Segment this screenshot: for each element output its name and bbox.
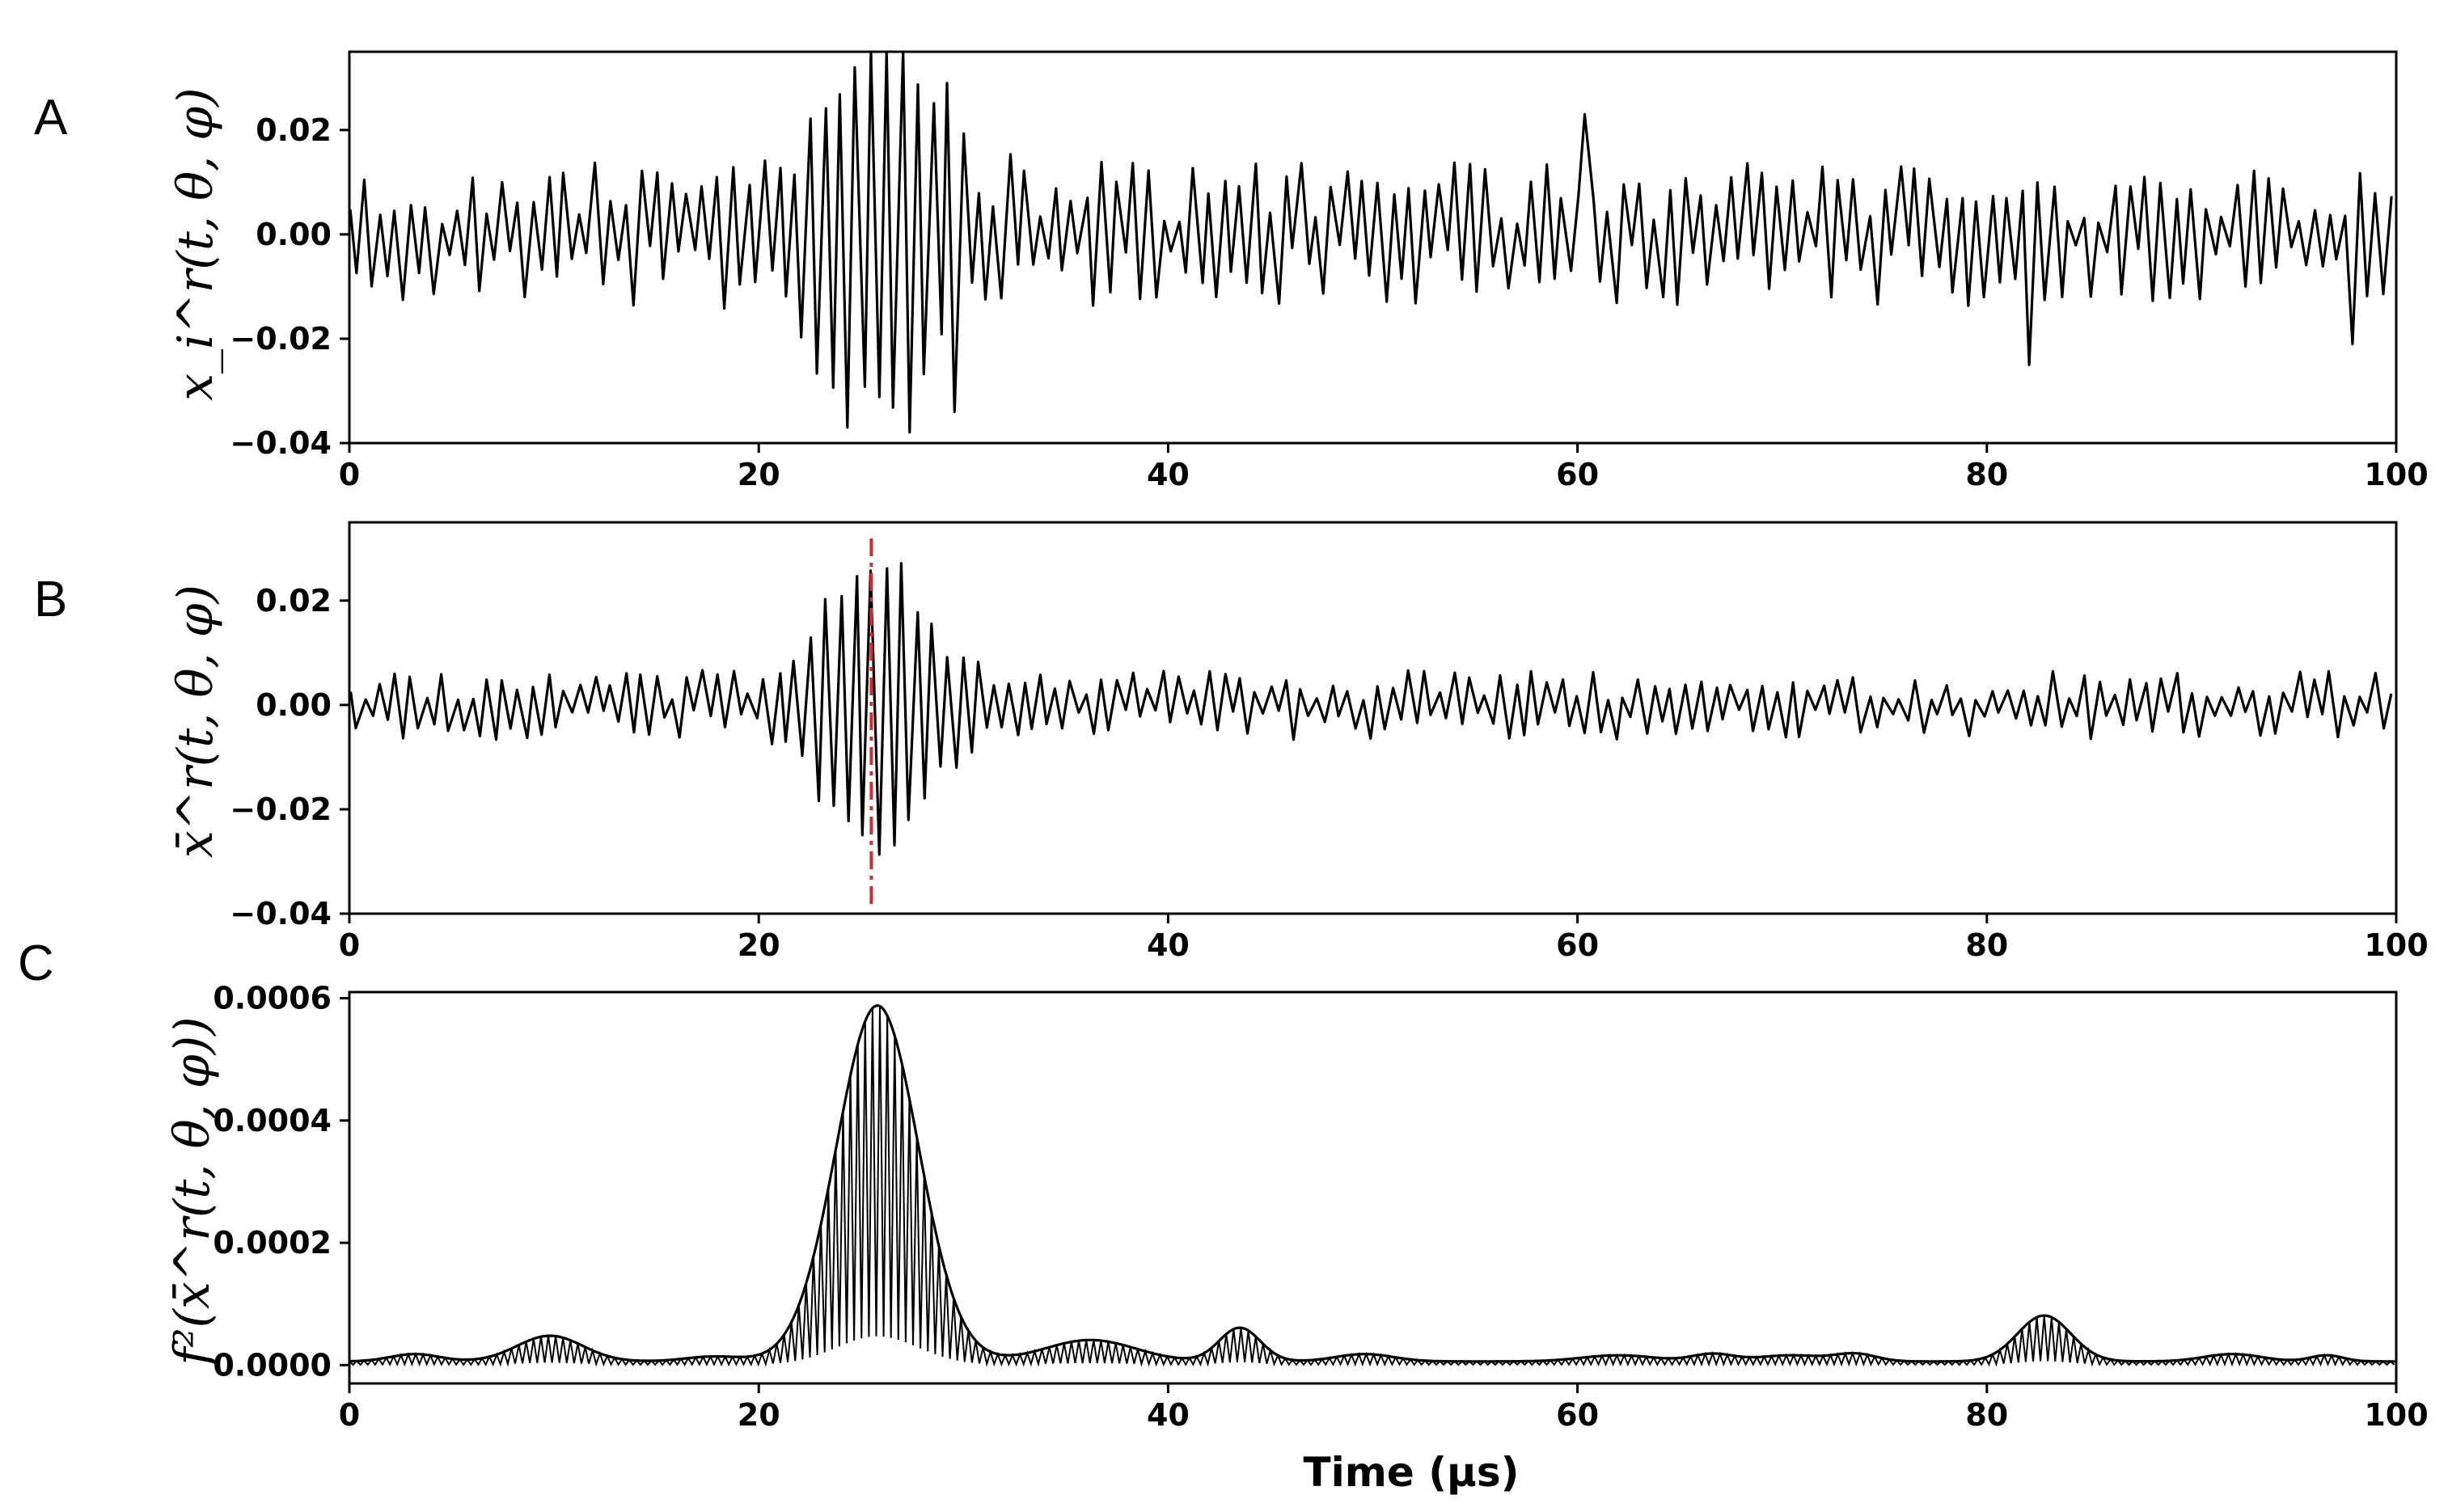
- panel-a-plot-area: 0 20 40 60 80 100 0.02 0.00 −0.02 −0.04: [230, 50, 2429, 492]
- panel-b-xtick-label: 20: [738, 927, 780, 963]
- panel-a-ytick-label: 0.02: [256, 112, 332, 148]
- panel-b-ytick-label: −0.02: [230, 792, 332, 827]
- panel-c-axes-frame: [348, 990, 2398, 1385]
- panel-a-letter: A: [34, 90, 68, 146]
- panel-b-axes-frame: [348, 521, 2398, 915]
- panel-b-ytick-label: −0.04: [230, 896, 332, 931]
- panel-c-ytick-label: 0.0006: [213, 981, 332, 1016]
- panel-c-xtick-label: 60: [1556, 1397, 1599, 1433]
- panel-c-xtick-label: 100: [2364, 1397, 2428, 1433]
- panel-a-xtick-label: 100: [2364, 457, 2428, 492]
- panel-c-envelope-outline: [349, 1004, 2396, 1363]
- panel-a-xtick-label: 20: [738, 457, 780, 492]
- panel-b-xtick-label: 0: [339, 927, 360, 963]
- panel-a-xtick-label: 0: [339, 457, 360, 492]
- panel-a-series-line: [349, 50, 2393, 434]
- panel-b-xtick-label: 40: [1147, 927, 1190, 963]
- panel-a-xtick-label: 60: [1556, 457, 1599, 492]
- panel-b-ytick-label: 0.02: [256, 583, 332, 619]
- panel-a-ytick-label: −0.04: [230, 425, 332, 461]
- panel-b-letter: B: [34, 572, 67, 627]
- panel-b-plot-area: 0 20 40 60 80 100 0.02 0.00 −0.02 −0.04: [230, 521, 2429, 963]
- panel-c-ytick-label: 0.0002: [213, 1225, 332, 1261]
- panel-a: A 0 20 40 60 80 100 0.02 0.00 −0.02 −0.04 x_i^r(t…: [34, 50, 2429, 492]
- panel-c-xtick-label: 0: [339, 1397, 360, 1433]
- panel-c-plot-area: 0 20 40 60 80 100 0.0006 0.0004 0.0002 0.0000: [213, 981, 2428, 1433]
- panel-b-xtick-label: 60: [1556, 927, 1599, 963]
- panel-a-xtick-label: 40: [1147, 457, 1190, 492]
- panel-c: C 0 20 40 60 80 100 0.0006 0.0004 0.0002 0.0000 f…: [18, 935, 2429, 1496]
- panel-b-series-line: [349, 562, 2393, 856]
- panel-c-letter: C: [18, 935, 54, 991]
- panel-c-xtick-label: 80: [1965, 1397, 2008, 1433]
- panel-c-xlabel: Time (μs): [1304, 1449, 1520, 1496]
- panel-a-xtick-label: 80: [1965, 457, 2008, 492]
- panel-b-xtick-label: 80: [1965, 927, 2008, 963]
- panel-c-series-line: [349, 1006, 2395, 1367]
- panel-b-ylabel: x̄^r(t, θ, φ): [167, 585, 224, 858]
- panel-c-ytick-label: 0.0000: [213, 1347, 332, 1383]
- panel-c-ytick-label: 0.0004: [213, 1103, 332, 1138]
- panel-b: B 0 20 40 60 80 100 0.02 0.00 −0.02 −0.04 x̄^r(t,…: [34, 521, 2429, 963]
- panel-a-ytick-label: −0.02: [230, 321, 332, 357]
- panel-a-ylabel: x_i^r(t, θ, φ): [167, 87, 224, 400]
- panel-c-ylabel: f²(x̄^r(t, θ, φ)): [164, 1016, 221, 1368]
- panel-c-xtick-label: 40: [1147, 1397, 1190, 1433]
- panel-b-ytick-label: 0.00: [256, 687, 332, 723]
- panel-a-ytick-label: 0.00: [256, 217, 332, 252]
- panel-a-axes-frame: [348, 50, 2398, 445]
- panel-c-xtick-label: 20: [738, 1397, 780, 1433]
- panel-b-xtick-label: 100: [2364, 927, 2428, 963]
